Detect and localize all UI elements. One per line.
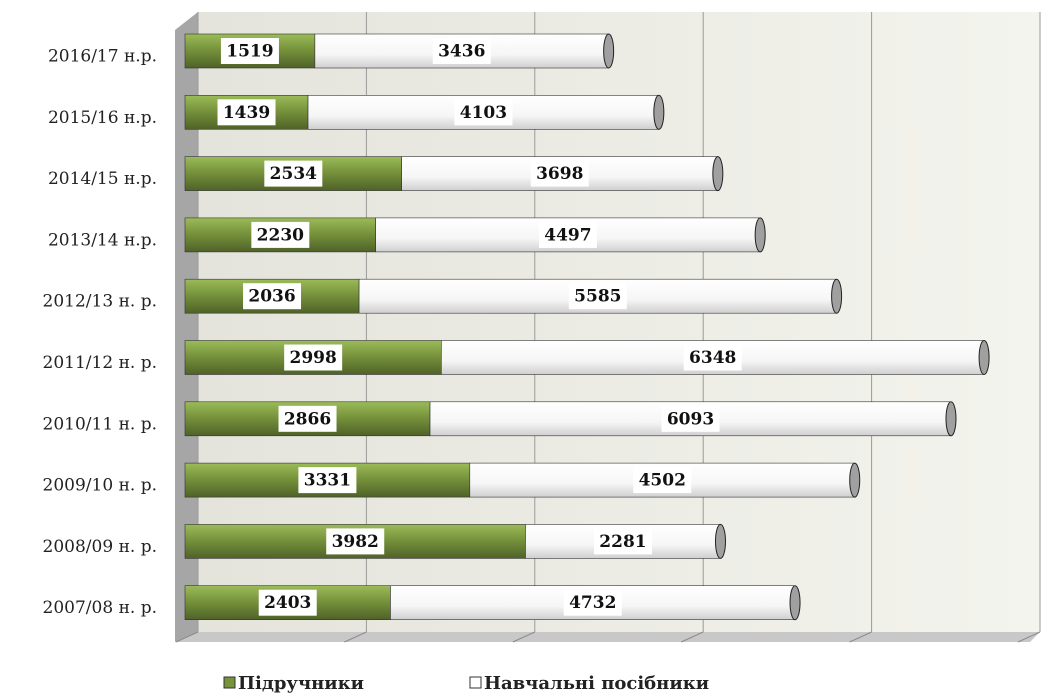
value-label-box	[683, 344, 742, 371]
grid-line-floor	[1017, 631, 1041, 643]
value-label-box	[593, 528, 652, 555]
value-label: 3331	[304, 471, 351, 491]
floor	[175, 632, 1040, 642]
bar-cap	[945, 401, 957, 437]
bar-cap	[714, 523, 726, 559]
value-label: 2998	[290, 348, 337, 368]
y-tick-label: 2013/14 н.р.	[48, 230, 157, 250]
value-label: 4502	[639, 471, 686, 491]
value-label: 2036	[248, 287, 295, 307]
value-label-box	[530, 160, 589, 187]
value-label-box	[220, 38, 279, 64]
y-tick-label: 2009/10 н. р.	[43, 476, 157, 496]
value-label: 5585	[574, 287, 621, 307]
value-label: 2534	[270, 164, 317, 184]
value-label-box	[432, 38, 491, 64]
value-label-box	[454, 99, 513, 126]
value-label-box	[217, 99, 276, 126]
y-tick-label: 2007/08 н. р.	[43, 598, 157, 618]
value-label: 4103	[460, 103, 507, 123]
legend-label: Навчальні посібники	[484, 673, 709, 693]
y-tick-label: 2015/16 н.р.	[48, 108, 157, 128]
legend-swatch	[223, 676, 236, 689]
value-label-box	[243, 283, 302, 310]
value-label-box	[326, 528, 385, 555]
bar-cap	[849, 462, 861, 498]
bar-cap	[978, 340, 990, 375]
bar-cap	[712, 156, 724, 192]
value-label-box	[568, 283, 627, 310]
value-label-box	[563, 589, 622, 616]
value-label-box	[258, 589, 317, 616]
grid-line-floor	[175, 631, 199, 643]
y-tick-label: 2011/12 н. р.	[43, 353, 157, 373]
grid-line-floor	[680, 631, 704, 643]
bar-cap	[653, 94, 665, 130]
y-tick-label: 2016/17 н.р.	[48, 47, 157, 67]
value-label: 2403	[264, 593, 311, 613]
grid-line-floor	[344, 631, 367, 643]
value-label: 2230	[257, 225, 304, 245]
value-label-box	[278, 405, 337, 432]
value-label: 3982	[332, 532, 379, 552]
y-tick-label: 2010/11 н. р.	[43, 414, 157, 434]
y-tick-label: 2014/15 н.р.	[48, 169, 157, 189]
value-label: 2866	[284, 409, 331, 429]
value-label-box	[633, 467, 692, 494]
bar-cap	[603, 33, 615, 69]
value-label: 1519	[226, 42, 273, 62]
value-label: 4497	[544, 225, 591, 245]
value-label: 6348	[689, 348, 736, 368]
value-label: 2281	[599, 532, 646, 552]
value-label-box	[264, 160, 323, 187]
bar-cap	[831, 278, 843, 314]
value-label-box	[538, 221, 597, 248]
value-label-box	[298, 467, 357, 494]
bar-cap	[754, 217, 766, 253]
value-label: 4732	[569, 593, 616, 613]
value-label-box	[284, 344, 343, 371]
value-label: 3698	[536, 164, 583, 184]
y-tick-label: 2008/09 н. р.	[43, 537, 157, 557]
value-label: 6093	[667, 409, 714, 429]
grid-line-floor	[849, 631, 872, 643]
legend-label: Підручники	[238, 673, 364, 693]
value-label-box	[251, 221, 310, 248]
legend-swatch	[469, 676, 482, 689]
value-label: 3436	[438, 42, 485, 62]
grid-line-floor	[512, 631, 536, 643]
y-tick-label: 2012/13 н. р.	[43, 292, 157, 312]
value-label: 1439	[223, 103, 270, 123]
bar-cap	[789, 585, 801, 621]
value-label-box	[661, 405, 720, 432]
